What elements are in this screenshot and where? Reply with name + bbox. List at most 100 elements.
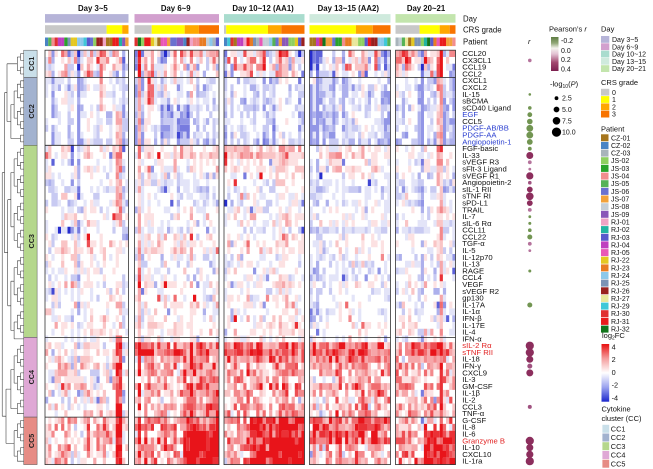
svg-text:JS-06: JS-06 (611, 189, 629, 196)
svg-text:2: 2 (612, 104, 616, 111)
svg-text:1: 1 (612, 97, 616, 104)
svg-text:-0.2: -0.2 (561, 38, 573, 45)
svg-text:CC3: CC3 (611, 442, 626, 451)
svg-text:CZ-01: CZ-01 (611, 135, 631, 142)
svg-text:CCL2: CCL2 (462, 69, 482, 78)
svg-text:Day 6~9: Day 6~9 (612, 44, 638, 51)
svg-text:CRS grade: CRS grade (601, 78, 638, 87)
svg-text:RJ-25: RJ-25 (611, 281, 630, 288)
svg-text:sCD40 Ligand: sCD40 Ligand (462, 103, 511, 112)
svg-text:0.4: 0.4 (561, 66, 571, 73)
svg-text:TNF-α: TNF-α (462, 409, 485, 418)
svg-text:IL-3: IL-3 (462, 375, 475, 384)
svg-text:Day 6~9: Day 6~9 (161, 4, 191, 13)
svg-text:CC1: CC1 (611, 424, 626, 433)
svg-text:IL-1ra: IL-1ra (462, 457, 483, 466)
svg-text:2: 2 (612, 355, 616, 364)
svg-text:5.0: 5.0 (562, 107, 572, 114)
svg-text:EGF: EGF (462, 110, 478, 119)
svg-text:CZ-03: CZ-03 (611, 151, 631, 158)
svg-text:sVEGF R2: sVEGF R2 (462, 287, 499, 296)
svg-text:CC1: CC1 (27, 57, 36, 71)
svg-text:IFN-β: IFN-β (462, 314, 482, 323)
svg-text:CXCL1: CXCL1 (462, 76, 487, 85)
svg-text:gp130: gp130 (462, 294, 483, 303)
svg-text:Cytokine: Cytokine (602, 405, 631, 414)
svg-text:PDGF-AA: PDGF-AA (462, 131, 497, 140)
svg-text:PDGF-AB/BB: PDGF-AB/BB (462, 124, 509, 133)
svg-text:Granzyme B: Granzyme B (462, 436, 505, 445)
svg-text:sIL-6 Rα: sIL-6 Rα (462, 219, 492, 228)
svg-text:TGF-α: TGF-α (462, 239, 485, 248)
svg-text:CC2: CC2 (611, 433, 626, 442)
svg-text:0.2: 0.2 (561, 57, 571, 64)
svg-text:RJ-04: RJ-04 (611, 242, 630, 249)
svg-text:0.0: 0.0 (561, 48, 571, 55)
svg-text:CRS grade: CRS grade (463, 25, 502, 34)
svg-text:RJ-22: RJ-22 (611, 258, 630, 265)
svg-text:sPD-L1: sPD-L1 (462, 199, 488, 208)
svg-text:CC4: CC4 (27, 370, 36, 384)
svg-text:IL-18: IL-18 (462, 355, 480, 364)
svg-text:RJ-29: RJ-29 (611, 304, 630, 311)
svg-text:RJ-03: RJ-03 (611, 235, 630, 242)
svg-text:RJ-32: RJ-32 (611, 327, 630, 334)
svg-text:IL-5: IL-5 (462, 246, 475, 255)
svg-text:IL-7: IL-7 (462, 212, 475, 221)
svg-text:sBCMA: sBCMA (462, 97, 489, 106)
svg-text:CCL3: CCL3 (462, 402, 482, 411)
svg-text:Angiopoietin-2: Angiopoietin-2 (462, 178, 511, 187)
svg-text:IL-17E: IL-17E (462, 321, 485, 330)
svg-text:RJ-24: RJ-24 (611, 273, 630, 280)
svg-text:RJ-02: RJ-02 (611, 227, 630, 234)
svg-text:IL-2: IL-2 (462, 396, 475, 405)
svg-text:RJ-26: RJ-26 (611, 288, 630, 295)
svg-text:log2FC: log2FC (602, 331, 625, 342)
svg-text:sIL-1 RII: sIL-1 RII (462, 185, 491, 194)
svg-text:-4: -4 (612, 393, 619, 402)
svg-text:Patient: Patient (601, 125, 625, 134)
svg-text:TRAIL: TRAIL (462, 205, 485, 214)
svg-text:Day: Day (601, 25, 615, 34)
svg-text:CC5: CC5 (611, 459, 626, 468)
svg-text:JS-05: JS-05 (611, 181, 629, 188)
svg-text:CCL4: CCL4 (462, 273, 482, 282)
svg-text:0: 0 (612, 368, 616, 377)
svg-text:JS-07: JS-07 (611, 197, 629, 204)
svg-text:sTNF RI: sTNF RI (462, 192, 491, 201)
svg-text:IL-8: IL-8 (462, 423, 475, 432)
svg-text:Day 3~5: Day 3~5 (612, 37, 638, 44)
svg-text:2.5: 2.5 (562, 96, 572, 103)
svg-text:Pearson’s r: Pearson’s r (549, 25, 587, 34)
svg-text:IL-10: IL-10 (462, 443, 480, 452)
svg-text:Day 10~12: Day 10~12 (612, 52, 646, 59)
svg-text:Day 10~12 (AA1): Day 10~12 (AA1) (232, 4, 294, 13)
svg-text:3: 3 (612, 112, 616, 119)
svg-text:RJ-27: RJ-27 (611, 296, 630, 303)
svg-text:IL-6: IL-6 (462, 430, 475, 439)
svg-text:JS-03: JS-03 (611, 166, 629, 173)
svg-text:0: 0 (612, 90, 616, 97)
svg-text:CZ-02: CZ-02 (611, 143, 631, 150)
svg-text:-2: -2 (612, 381, 619, 390)
svg-text:IFN-γ: IFN-γ (462, 362, 481, 371)
svg-text:Patient: Patient (463, 38, 488, 47)
svg-text:sTNF RII: sTNF RII (462, 348, 493, 357)
svg-text:sFlt-3 Ligand: sFlt-3 Ligand (462, 165, 506, 174)
svg-text:GM-CSF: GM-CSF (462, 382, 493, 391)
svg-text:G-CSF: G-CSF (462, 416, 486, 425)
svg-text:CCL5: CCL5 (462, 117, 482, 126)
svg-text:CCL11: CCL11 (462, 226, 485, 235)
svg-text:4: 4 (612, 342, 616, 351)
svg-text:IFN-α: IFN-α (462, 334, 482, 343)
svg-text:Day 13~15: Day 13~15 (612, 59, 646, 66)
svg-text:IL-12p70: IL-12p70 (462, 253, 492, 262)
svg-text:IL-13: IL-13 (462, 260, 480, 269)
svg-text:Angiopoietin-1: Angiopoietin-1 (462, 137, 511, 146)
svg-text:VEGF: VEGF (462, 280, 483, 289)
svg-text:Day: Day (463, 14, 477, 23)
svg-text:IL-15: IL-15 (462, 90, 480, 99)
svg-text:sVEGF R3: sVEGF R3 (462, 158, 499, 167)
svg-text:CC3: CC3 (27, 234, 36, 248)
svg-text:CCL22: CCL22 (462, 232, 486, 241)
